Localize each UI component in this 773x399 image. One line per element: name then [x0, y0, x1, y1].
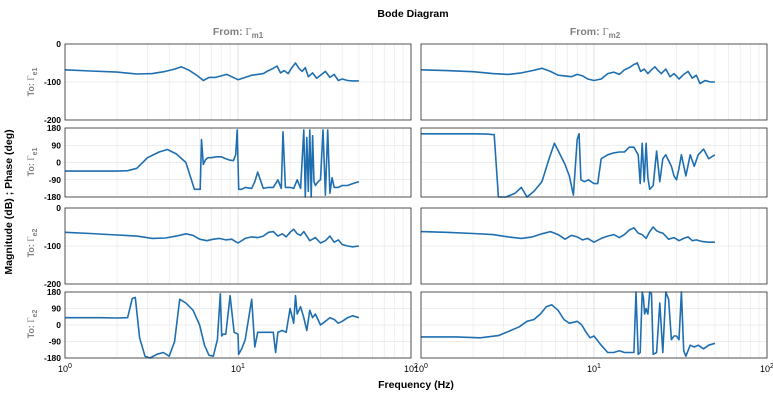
column-label-2: From: Γm2: [570, 26, 621, 40]
y-tick-label: 0: [56, 203, 61, 213]
panel-m2-e1-magnitude: [420, 43, 768, 121]
series-line-m2-e2-phase: [421, 291, 716, 357]
series-line-m1-e2-phase: [65, 293, 360, 359]
row-label-e2-magnitude: To: Γe2: [26, 228, 39, 257]
y-tick-label: 0: [56, 39, 61, 49]
axes-box: [420, 43, 768, 121]
x-tick-label: 102: [404, 363, 418, 374]
chart-title: Bode Diagram: [377, 8, 448, 20]
panel-m2-e2-magnitude: [420, 207, 768, 285]
y-tick-label: -180: [44, 353, 61, 363]
y-tick-label: -90: [49, 175, 62, 185]
y-tick-label: -200: [44, 115, 61, 125]
y-tick-label: -100: [44, 77, 61, 87]
y-axis-label: Magnitude (dB) ; Phase (deg): [3, 129, 15, 274]
panels-layer: 0-100-200180900-90-1800-100-200180900-90…: [44, 39, 773, 374]
x-tick-label: 101: [231, 363, 245, 374]
row-label-group-1: To: Γe1: [26, 67, 39, 96]
y-tick-label: 90: [52, 140, 62, 150]
x-tick-label: 100: [58, 363, 72, 374]
y-tick-label: 0: [56, 320, 61, 330]
axes-box: [64, 207, 412, 285]
x-axis-label: Frequency (Hz): [378, 379, 454, 391]
series-line-m1-e1-magnitude: [64, 62, 359, 82]
x-tick-label: 100: [414, 363, 428, 374]
series-line-m1-e2-magnitude: [64, 228, 360, 248]
y-tick-label: -200: [44, 279, 61, 289]
y-tick-label: 0: [56, 158, 61, 168]
row-label-group-4: To: Γe2: [26, 309, 39, 338]
y-tick-label: 180: [47, 123, 61, 133]
panel-m1-e2-magnitude: 0 -100 -200: [44, 203, 412, 289]
row-label-e1-magnitude: To: Γe1: [26, 67, 39, 96]
axes-box: [420, 291, 768, 359]
axes-box: [64, 291, 412, 359]
series-line-m1-e1-phase: [65, 129, 360, 198]
x-tick-label: 102: [760, 363, 773, 374]
row-label-group-2: To: Γe1: [26, 147, 39, 176]
x-tick-label: 101: [587, 363, 601, 374]
y-tick-label: -90: [49, 337, 62, 347]
y-tick-label: 180: [47, 287, 61, 297]
row-label-e1-phase: To: Γe1: [26, 147, 39, 176]
axes-box: [64, 43, 412, 121]
panel-m1-e2-phase: 180 90 0 -90 -180: [44, 287, 412, 363]
panel-m1-e1-phase: 180 90 0 -90 -180: [44, 123, 412, 202]
y-tick-label: -180: [44, 192, 61, 202]
y-tick-label: -100: [44, 241, 61, 251]
axes-box: [64, 127, 412, 198]
series-line-m2-e2-magnitude: [420, 226, 715, 243]
axes-box: [420, 127, 768, 198]
series-line-m2-e1-magnitude: [420, 62, 715, 85]
row-label-e2-phase: To: Γe2: [26, 309, 39, 338]
row-label-group-3: To: Γe2: [26, 228, 39, 257]
panel-m1-e1-magnitude: 0 -100 -200: [44, 39, 412, 125]
panel-m2-e2-phase: [420, 291, 768, 359]
panel-m2-e1-phase: [420, 127, 768, 198]
series-line-m2-e1-phase: [421, 133, 716, 198]
column-label-1: From: Γm1: [213, 26, 264, 40]
y-tick-label: 90: [52, 304, 62, 314]
axes-box: [420, 207, 768, 285]
